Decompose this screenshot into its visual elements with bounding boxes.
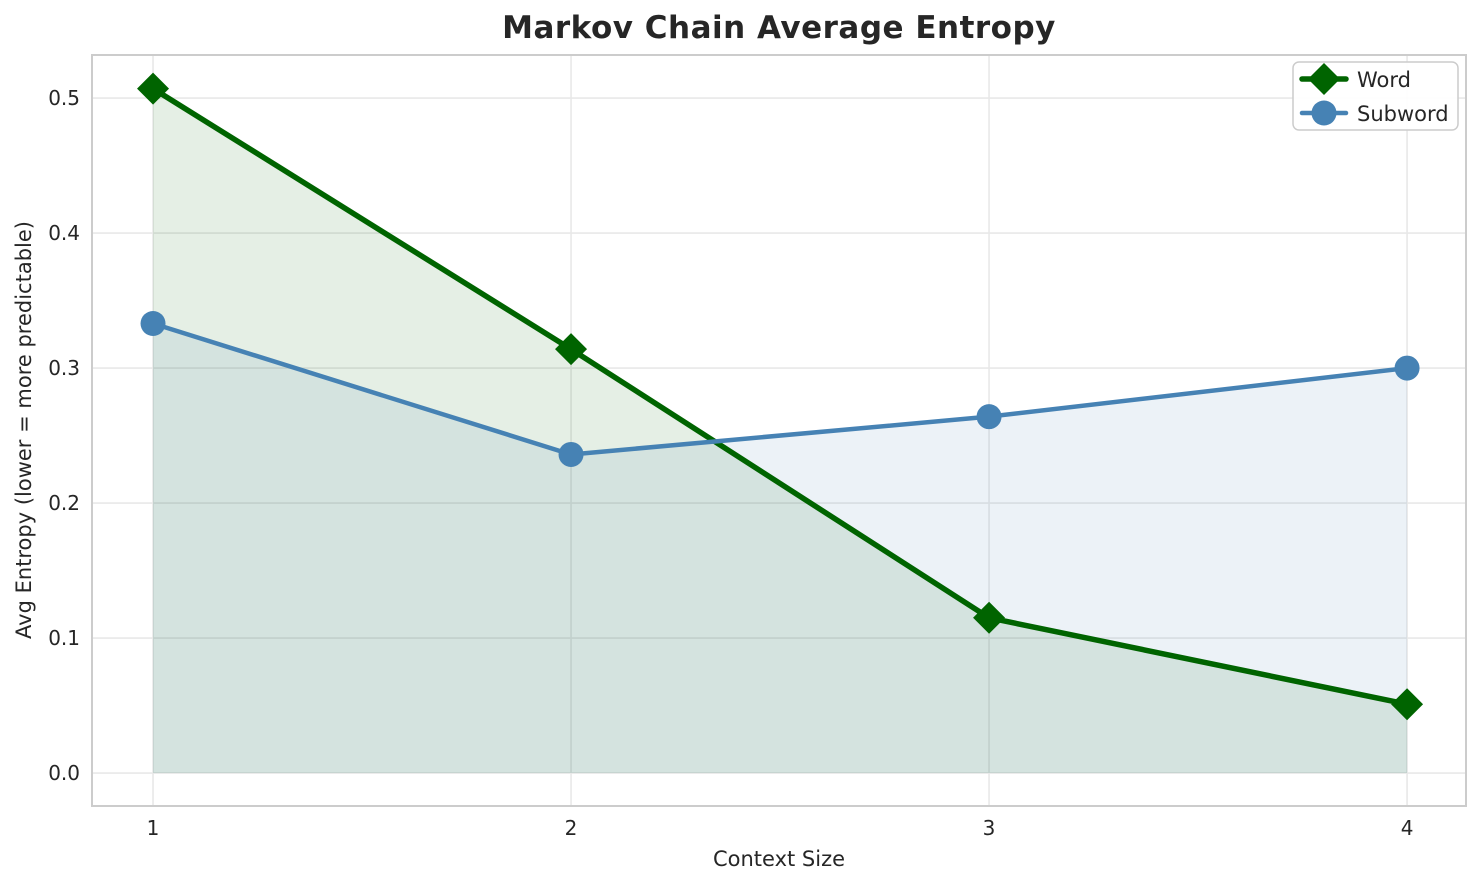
data-point-circle-subword (558, 441, 584, 467)
area-fill-subword (153, 323, 1408, 774)
axes-spine-layer (91, 54, 1467, 807)
y-tick-label: 0.2 (48, 491, 80, 515)
legend-label-subword: Subword (1357, 102, 1449, 126)
x-tick-label: 1 (147, 816, 160, 840)
y-tick-label: 0.1 (48, 626, 80, 650)
legend: Word Subword (1292, 61, 1459, 131)
data-point-circle-subword (140, 311, 166, 337)
grid-layer (92, 55, 1466, 806)
x-axis-label: Context Size (712, 847, 846, 871)
data-point-circle-subword (976, 404, 1002, 430)
legend-circle-icon (1311, 100, 1337, 126)
series-line-subword (150, 321, 1410, 457)
y-tick-label: 0.3 (48, 356, 80, 380)
data-point-diamond-word (555, 333, 588, 366)
x-tick-label: 4 (1401, 816, 1414, 840)
area-fill-word (153, 88, 1408, 774)
data-point-circle-subword (1394, 355, 1420, 381)
tick-label-layer: 0.0 0.1 0.2 0.3 0.4 0.5 1 2 3 4 (48, 86, 1413, 840)
data-point-diamond-word (137, 72, 170, 105)
y-axis-label: Avg Entropy (lower = more predictable) (12, 221, 36, 639)
y-tick-label: 0.0 (48, 761, 80, 785)
series-marker-layer (137, 72, 1424, 721)
legend-label-word: Word (1357, 68, 1411, 92)
legend-diamond-icon (1308, 63, 1340, 95)
chart-title: Markov Chain Average Entropy (502, 10, 1056, 46)
x-tick-label: 2 (565, 816, 578, 840)
x-tick-label: 3 (983, 816, 996, 840)
y-tick-label: 0.5 (48, 86, 80, 110)
axes-box (91, 54, 1467, 807)
area-fill-layer (153, 88, 1408, 774)
y-tick-label: 0.4 (48, 221, 80, 245)
data-point-diamond-word (973, 601, 1006, 634)
data-point-diamond-word (1391, 688, 1424, 721)
series-line-word (150, 85, 1410, 707)
series-line-layer (150, 85, 1410, 707)
